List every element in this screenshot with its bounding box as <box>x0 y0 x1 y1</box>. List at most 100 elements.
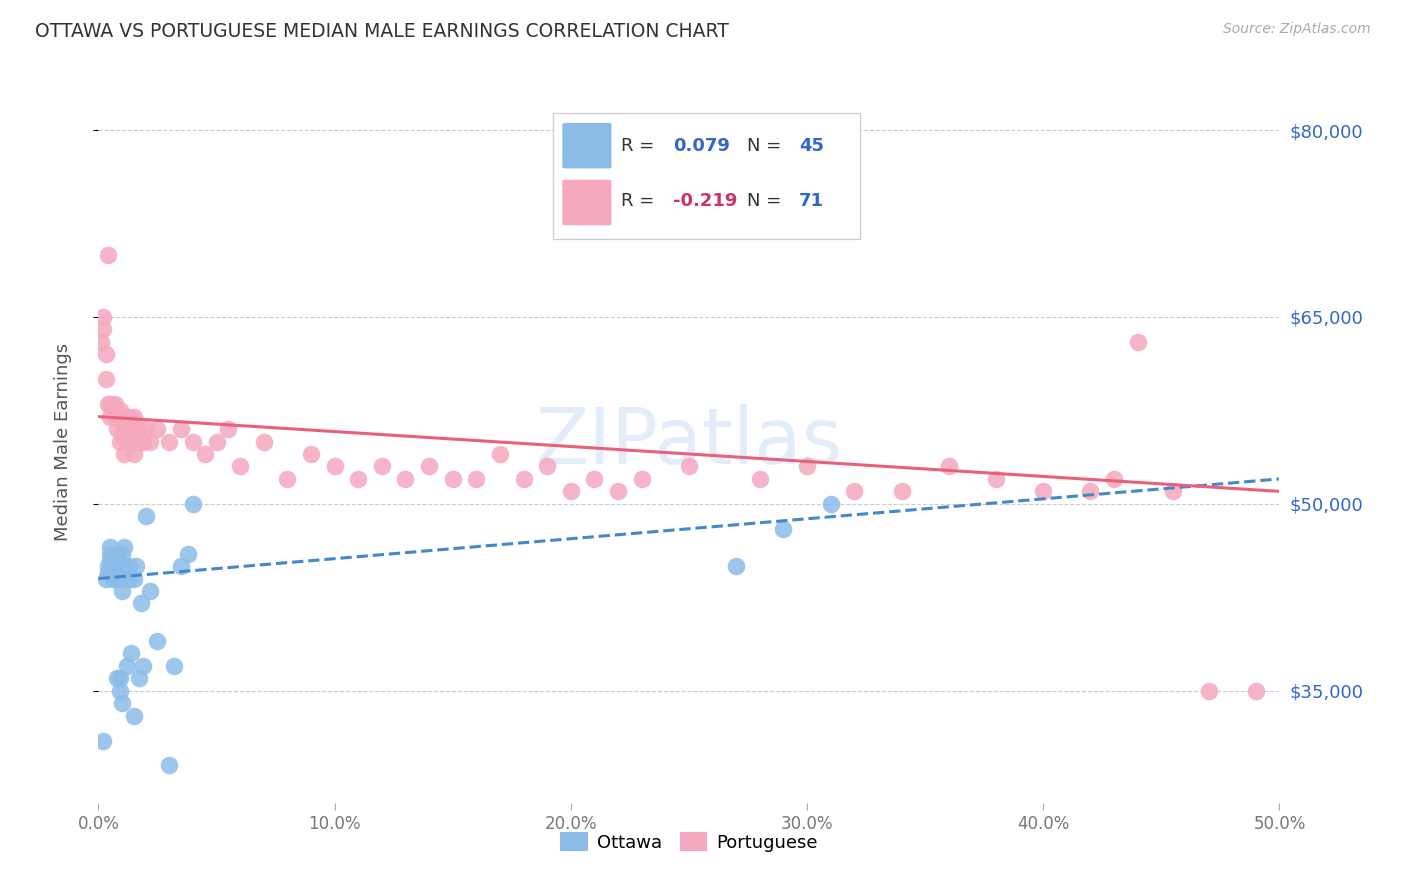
Point <box>146 422 169 436</box>
Point <box>108 572 131 586</box>
Point <box>104 397 127 411</box>
Point <box>112 447 135 461</box>
Y-axis label: Median Male Earnings: Median Male Earnings <box>53 343 72 541</box>
Point <box>725 559 748 574</box>
Point <box>118 434 141 449</box>
Point <box>139 584 162 599</box>
Point <box>394 472 416 486</box>
Point <box>118 559 141 574</box>
Point <box>94 572 117 586</box>
Point <box>129 434 152 449</box>
Point <box>135 509 157 524</box>
Point <box>104 559 127 574</box>
Point <box>108 683 131 698</box>
Point <box>583 472 606 486</box>
Point <box>229 459 252 474</box>
Point <box>122 447 145 461</box>
Point <box>132 658 155 673</box>
Point <box>91 310 114 324</box>
Point <box>157 758 180 772</box>
Point <box>104 566 127 580</box>
Point <box>796 459 818 474</box>
Point <box>98 409 121 424</box>
Point <box>157 434 180 449</box>
Point <box>1032 484 1054 499</box>
Point <box>121 646 143 660</box>
Point <box>170 559 193 574</box>
Point <box>170 422 193 436</box>
Point <box>181 497 204 511</box>
Point <box>607 484 630 499</box>
Point <box>1198 683 1220 698</box>
Point <box>98 553 121 567</box>
Point <box>115 658 138 673</box>
Point <box>177 547 200 561</box>
Point <box>118 572 141 586</box>
Point <box>678 459 700 474</box>
Point <box>128 422 150 436</box>
Point <box>276 472 298 486</box>
Point <box>128 671 150 685</box>
Point <box>1161 484 1184 499</box>
Point <box>125 559 148 574</box>
Point <box>121 422 143 436</box>
Point <box>98 547 121 561</box>
Point <box>465 472 488 486</box>
Point <box>105 409 128 424</box>
Point <box>91 733 114 747</box>
Point <box>371 459 394 474</box>
Point <box>217 422 239 436</box>
Point <box>101 559 124 574</box>
Point <box>108 403 131 417</box>
Point <box>489 447 512 461</box>
Point <box>536 459 558 474</box>
Legend: Ottawa, Portuguese: Ottawa, Portuguese <box>554 825 824 859</box>
Point <box>181 434 204 449</box>
Point <box>844 484 866 499</box>
Point <box>560 484 582 499</box>
Point <box>111 584 134 599</box>
Point <box>146 633 169 648</box>
Point <box>253 434 276 449</box>
Point <box>98 541 121 555</box>
Point <box>299 447 322 461</box>
Point <box>111 428 134 442</box>
Point <box>90 334 112 349</box>
Point <box>112 541 135 555</box>
Point <box>97 559 120 574</box>
Point <box>94 372 117 386</box>
Point <box>630 472 652 486</box>
Point <box>890 484 912 499</box>
Point <box>938 459 960 474</box>
Point <box>441 472 464 486</box>
Point <box>118 409 141 424</box>
Point <box>111 696 134 710</box>
Point <box>105 547 128 561</box>
Text: ZIPatlas: ZIPatlas <box>536 403 842 480</box>
Point <box>104 409 127 424</box>
Point <box>105 572 128 586</box>
Point <box>772 522 794 536</box>
Point <box>347 472 370 486</box>
Point <box>105 422 128 436</box>
Point <box>97 248 120 262</box>
Point <box>1244 683 1267 698</box>
Text: Source: ZipAtlas.com: Source: ZipAtlas.com <box>1223 22 1371 37</box>
Point <box>101 572 124 586</box>
Text: OTTAWA VS PORTUGUESE MEDIAN MALE EARNINGS CORRELATION CHART: OTTAWA VS PORTUGUESE MEDIAN MALE EARNING… <box>35 22 730 41</box>
Point <box>122 409 145 424</box>
Point <box>108 671 131 685</box>
Point <box>194 447 217 461</box>
Point <box>108 434 131 449</box>
Point <box>111 409 134 424</box>
Point <box>97 566 120 580</box>
Point <box>132 434 155 449</box>
Point <box>163 658 186 673</box>
Point <box>112 559 135 574</box>
Point <box>105 671 128 685</box>
Point <box>115 434 138 449</box>
Point <box>984 472 1007 486</box>
Point <box>205 434 228 449</box>
Point <box>1080 484 1102 499</box>
Point <box>1102 472 1125 486</box>
